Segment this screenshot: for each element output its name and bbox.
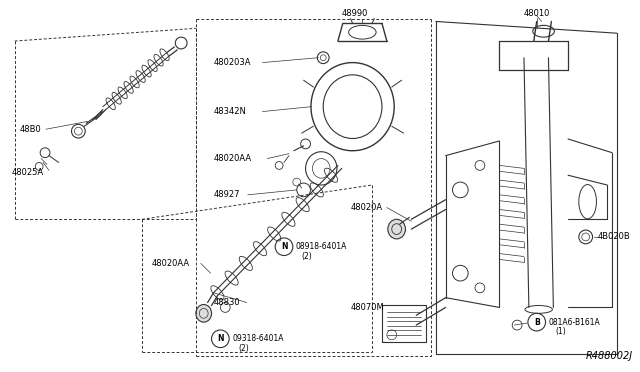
Text: 48830: 48830: [214, 298, 240, 307]
Text: N: N: [281, 242, 287, 251]
Text: 08918-6401A: 08918-6401A: [296, 242, 347, 251]
Text: 48070M: 48070M: [351, 303, 385, 312]
Text: B: B: [534, 318, 540, 327]
Text: 480203A: 480203A: [214, 58, 251, 67]
Text: 4B020B: 4B020B: [597, 232, 630, 241]
Ellipse shape: [196, 305, 212, 322]
Text: 081A6-B161A: 081A6-B161A: [548, 318, 600, 327]
Text: N: N: [217, 334, 223, 343]
Text: 48927: 48927: [214, 190, 240, 199]
Text: 48B0: 48B0: [20, 125, 42, 134]
Text: 48020A: 48020A: [351, 203, 383, 212]
Ellipse shape: [388, 219, 406, 239]
Text: (1): (1): [556, 327, 566, 336]
Text: 48010: 48010: [524, 9, 550, 18]
Text: 48025A: 48025A: [12, 168, 44, 177]
Text: 48342N: 48342N: [214, 107, 246, 116]
Text: 09318-6401A: 09318-6401A: [232, 334, 284, 343]
Text: (2): (2): [301, 252, 312, 261]
Text: R488002J: R488002J: [586, 352, 633, 362]
Text: 48990: 48990: [341, 9, 368, 18]
Text: 48020AA: 48020AA: [214, 154, 252, 163]
Text: 48020AA: 48020AA: [152, 259, 190, 268]
Text: (2): (2): [238, 344, 249, 353]
